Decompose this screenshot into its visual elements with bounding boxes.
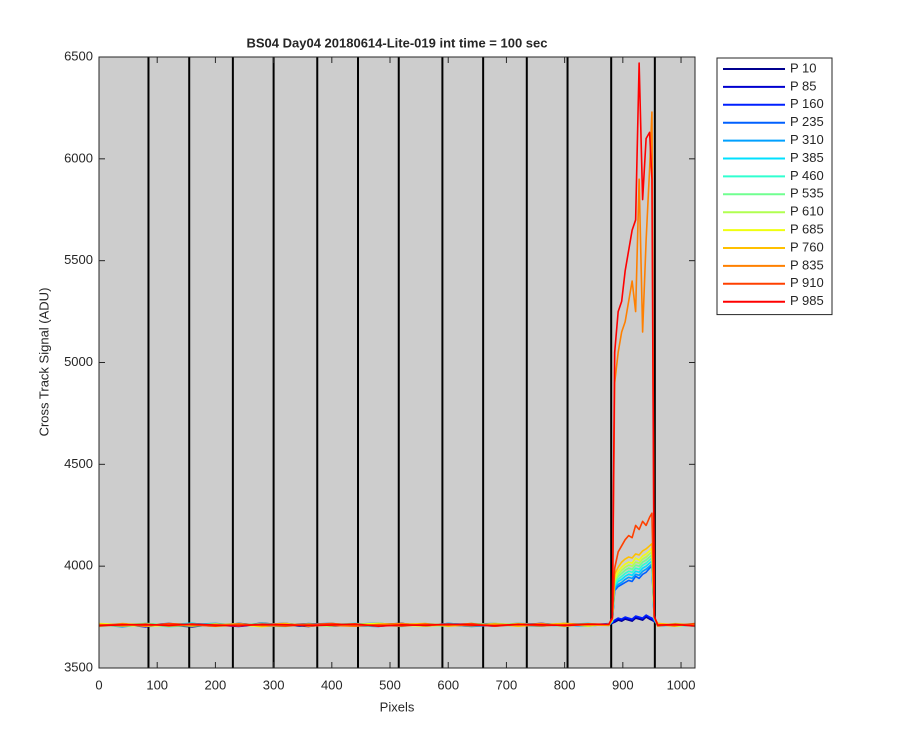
x-tick-label: 200 [205, 677, 227, 692]
legend-label: P 235 [790, 114, 824, 129]
y-tick-label: 6000 [64, 150, 93, 165]
x-axis-label: Pixels [380, 699, 415, 714]
x-tick-label: 1000 [667, 677, 696, 692]
y-tick-label: 4500 [64, 456, 93, 471]
legend-label: P 535 [790, 186, 824, 201]
x-tick-label: 300 [263, 677, 285, 692]
y-tick-label: 4000 [64, 558, 93, 573]
chart-title: BS04 Day04 20180614-Lite-019 int time = … [247, 35, 548, 50]
legend-label: P 685 [790, 222, 824, 237]
legend-label: P 310 [790, 132, 824, 147]
y-tick-label: 3500 [64, 659, 93, 674]
legend-label: P 835 [790, 257, 824, 272]
legend-label: P 85 [790, 78, 817, 93]
x-tick-label: 0 [95, 677, 102, 692]
y-axis-label: Cross Track Signal (ADU) [36, 288, 51, 437]
legend-label: P 910 [790, 275, 824, 290]
legend-label: P 985 [790, 293, 824, 308]
x-tick-label: 600 [437, 677, 459, 692]
y-tick-label: 5000 [64, 354, 93, 369]
y-tick-label: 6500 [64, 48, 93, 63]
x-tick-label: 800 [554, 677, 576, 692]
plot-background [99, 57, 695, 668]
legend-box [716, 57, 833, 316]
legend-label: P 460 [790, 168, 824, 183]
x-tick-label: 500 [379, 677, 401, 692]
x-tick-label: 400 [321, 677, 343, 692]
x-tick-label: 700 [496, 677, 518, 692]
legend-label: P 760 [790, 239, 824, 254]
y-tick-label: 5500 [64, 252, 93, 267]
legend-label: P 385 [790, 150, 824, 165]
x-tick-label: 100 [146, 677, 168, 692]
x-tick-label: 900 [612, 677, 634, 692]
legend-label: P 610 [790, 204, 824, 219]
series-line [98, 62, 696, 628]
legend-label: P 10 [790, 60, 817, 75]
legend-label: P 160 [790, 96, 824, 111]
